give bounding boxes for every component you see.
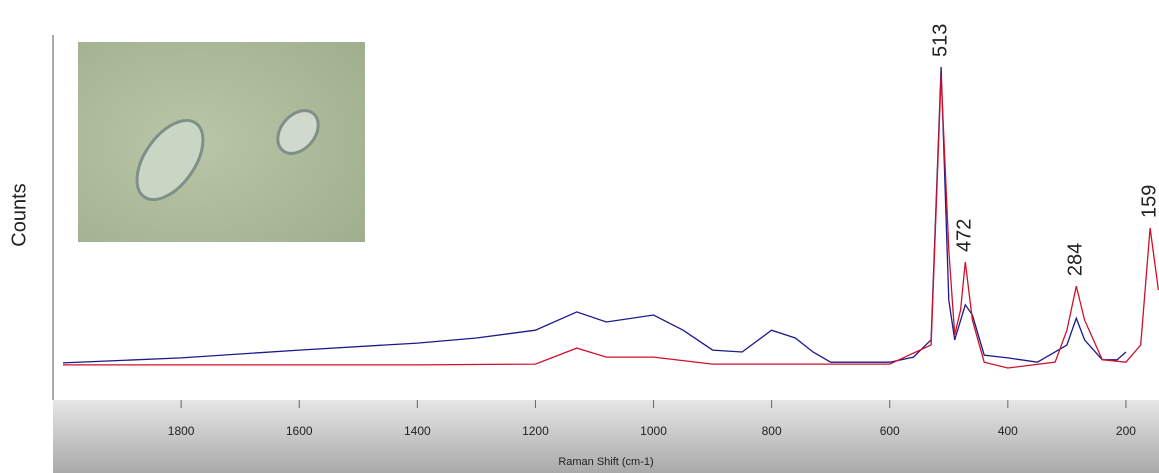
x-tick-label: 1000 [640,424,667,438]
x-tick-label: 1600 [286,424,313,438]
spectrum-line [63,75,1159,369]
x-tick-label: 200 [1116,424,1136,438]
x-tick-label: 600 [880,424,900,438]
spectrum-line [62,66,1127,364]
x-tick-label: 800 [762,424,782,438]
peak-label: 513 [929,24,951,57]
x-axis-label: Raman Shift (cm-1) [558,456,653,468]
x-tick-label: 1400 [404,424,431,438]
peak-label: 284 [1065,243,1087,276]
peak-label: 472 [954,219,976,252]
inset-photo [78,42,365,242]
x-tick-label: 1800 [168,424,195,438]
peak-label: 159 [1138,185,1159,218]
x-tick-label: 1200 [522,424,549,438]
x-axis-band [53,400,1159,473]
x-tick-label: 400 [998,424,1018,438]
y-axis-label: Counts [8,183,30,246]
